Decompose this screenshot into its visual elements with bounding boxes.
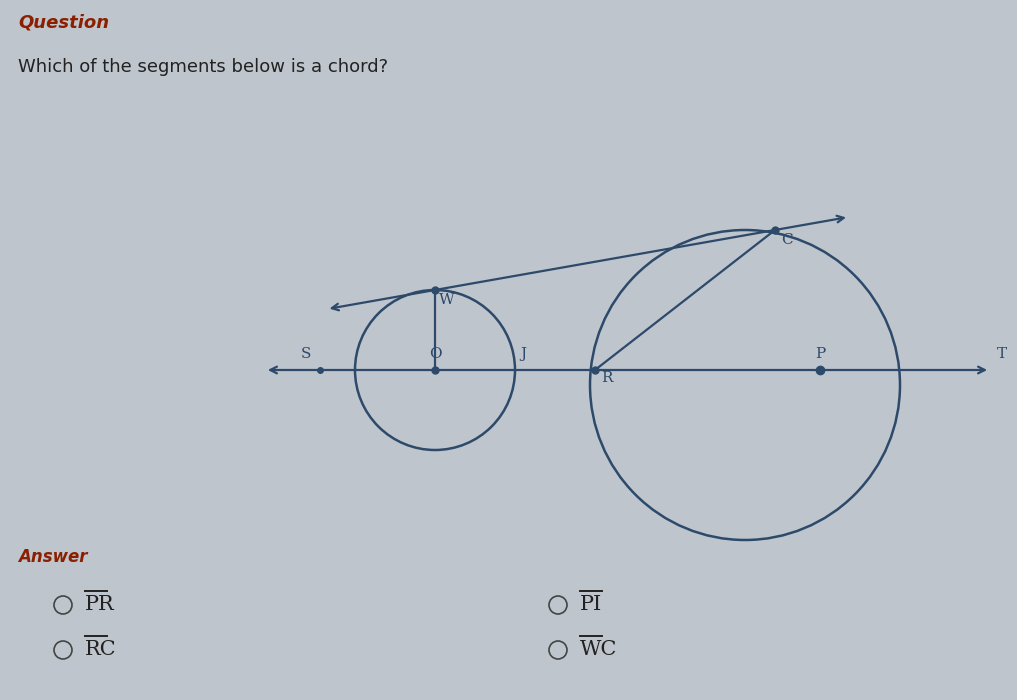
Text: J: J	[520, 347, 526, 361]
Text: O: O	[429, 347, 441, 361]
Text: R: R	[601, 371, 613, 385]
Text: RC: RC	[85, 640, 117, 659]
Text: C: C	[781, 233, 793, 247]
Text: PR: PR	[85, 595, 115, 614]
Text: PI: PI	[580, 595, 602, 614]
Text: S: S	[301, 347, 311, 361]
Text: W: W	[439, 293, 455, 307]
Text: Answer: Answer	[18, 548, 87, 566]
Text: T: T	[997, 347, 1007, 361]
Text: P: P	[815, 347, 825, 361]
Text: Question: Question	[18, 14, 109, 32]
Text: Which of the segments below is a chord?: Which of the segments below is a chord?	[18, 58, 388, 76]
Text: WC: WC	[580, 640, 617, 659]
